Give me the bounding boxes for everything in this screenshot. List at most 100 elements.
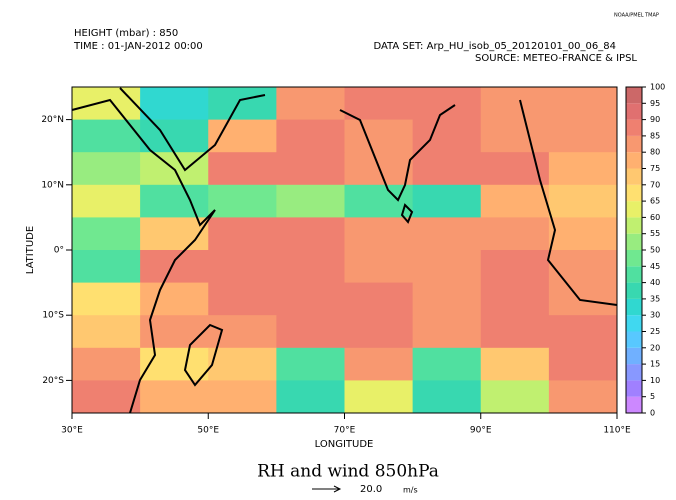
x-tick-label: 30°E [61, 426, 83, 436]
colorbar-label: 90 [650, 115, 660, 124]
rh-cell [72, 217, 141, 251]
coast-srilanka [400, 203, 414, 224]
rh-cell [72, 184, 141, 218]
rh-cell [548, 282, 618, 316]
colorbar-swatch [626, 364, 642, 381]
rh-cell [412, 250, 482, 284]
rh-cell [480, 380, 550, 414]
rh-cell [344, 119, 414, 153]
colorbar-swatch [626, 87, 642, 104]
rh-cell [344, 380, 414, 414]
time-label: TIME : 01-JAN-2012 00:00 [73, 41, 203, 52]
coast-seasia [519, 99, 618, 306]
colorbar-label: 10 [650, 376, 660, 385]
rh-cell [276, 152, 345, 186]
rh-cell [412, 87, 482, 121]
coast-africa [71, 98, 216, 414]
rh-cell [72, 152, 141, 186]
coast-madagascar [183, 323, 224, 387]
rh-cell [344, 87, 414, 121]
rh-cell [480, 119, 550, 153]
rh-cell [72, 87, 141, 121]
rh-cell [276, 282, 345, 316]
rh-cell [72, 315, 141, 349]
rh-cell [140, 119, 209, 153]
rh-cell [412, 380, 482, 414]
rh-cell [480, 217, 550, 251]
colorbar-label: 85 [650, 131, 660, 140]
rh-cell [276, 119, 345, 153]
colorbar-swatch [626, 201, 642, 218]
rh-cell [208, 380, 277, 414]
colorbar-swatch [626, 380, 642, 397]
coastlines [71, 87, 618, 414]
colorbar-label: 25 [650, 327, 660, 336]
rh-cell [140, 184, 209, 218]
colorbar-swatch [626, 396, 642, 413]
rh-cell [548, 380, 618, 414]
rh-cell [412, 217, 482, 251]
field [72, 87, 618, 414]
colorbar-label: 15 [650, 360, 660, 369]
colorbar-label: 0 [650, 409, 655, 418]
rh-cell [208, 250, 277, 284]
x-tick-label: 90°E [470, 426, 492, 436]
colorbar-label: 80 [650, 148, 660, 157]
dataset-label: DATA SET: Arp_HU_isob_05_20120101_00_06_… [373, 41, 616, 52]
rh-cell [208, 119, 277, 153]
rh-cell [412, 184, 482, 218]
colorbar-label: 5 [650, 392, 655, 401]
vector-key-head [333, 485, 342, 493]
colorbar-label: 65 [650, 197, 660, 206]
rh-cell [480, 184, 550, 218]
rh-cell [140, 347, 209, 381]
rh-cell [548, 119, 618, 153]
rh-cell [208, 315, 277, 349]
rh-cell [548, 87, 618, 121]
rh-cell [140, 250, 209, 284]
rh-cell [344, 347, 414, 381]
colorbar-swatch [626, 233, 642, 250]
colorbar-swatch [626, 250, 642, 267]
rh-cell [140, 217, 209, 251]
rh-cell [548, 184, 618, 218]
colorbar-label: 60 [650, 213, 660, 222]
colorbar-swatch [626, 315, 642, 332]
colorbar-label: 35 [650, 294, 660, 303]
x-axis-label: LONGITUDE [315, 439, 374, 450]
rh-cell [208, 217, 277, 251]
rh-cell [412, 282, 482, 316]
rh-cell [344, 250, 414, 284]
rh-cell [276, 217, 345, 251]
rh-cell [208, 282, 277, 316]
rh-cell [208, 347, 277, 381]
colorbar-swatch [626, 217, 642, 234]
colorbar-label: 100 [650, 83, 665, 92]
rh-cell [480, 250, 550, 284]
y-tick-label: 20°S [42, 376, 64, 386]
colorbar-label: 30 [650, 311, 660, 320]
rh-cell [140, 380, 209, 414]
rh-cell [480, 315, 550, 349]
vector-unit: m/s [403, 486, 418, 495]
rh-cell [548, 347, 618, 381]
colorbar-swatch [626, 266, 642, 283]
x-tick-label: 110°E [603, 426, 631, 436]
y-axis-label: LATITUDE [25, 226, 36, 274]
rh-cell [276, 347, 345, 381]
colorbar-label: 55 [650, 229, 660, 238]
colorbar-swatch [626, 331, 642, 348]
rh-cell [72, 347, 141, 381]
colorbar-swatch [626, 135, 642, 153]
rh-cell [72, 282, 141, 316]
rh-cell [548, 217, 618, 251]
plot-frame [71, 86, 618, 414]
credit: NOAA/PMEL TMAP [614, 13, 659, 19]
colorbar-label: 95 [650, 99, 660, 108]
rh-cell [412, 347, 482, 381]
y-tick-label: 10°S [42, 311, 64, 321]
colorbar-label: 45 [650, 262, 660, 271]
vector-key: 20.0 [360, 484, 382, 495]
chart-title: RH and wind 850hPa [257, 462, 439, 482]
y-tick-label: 20°N [41, 115, 64, 125]
